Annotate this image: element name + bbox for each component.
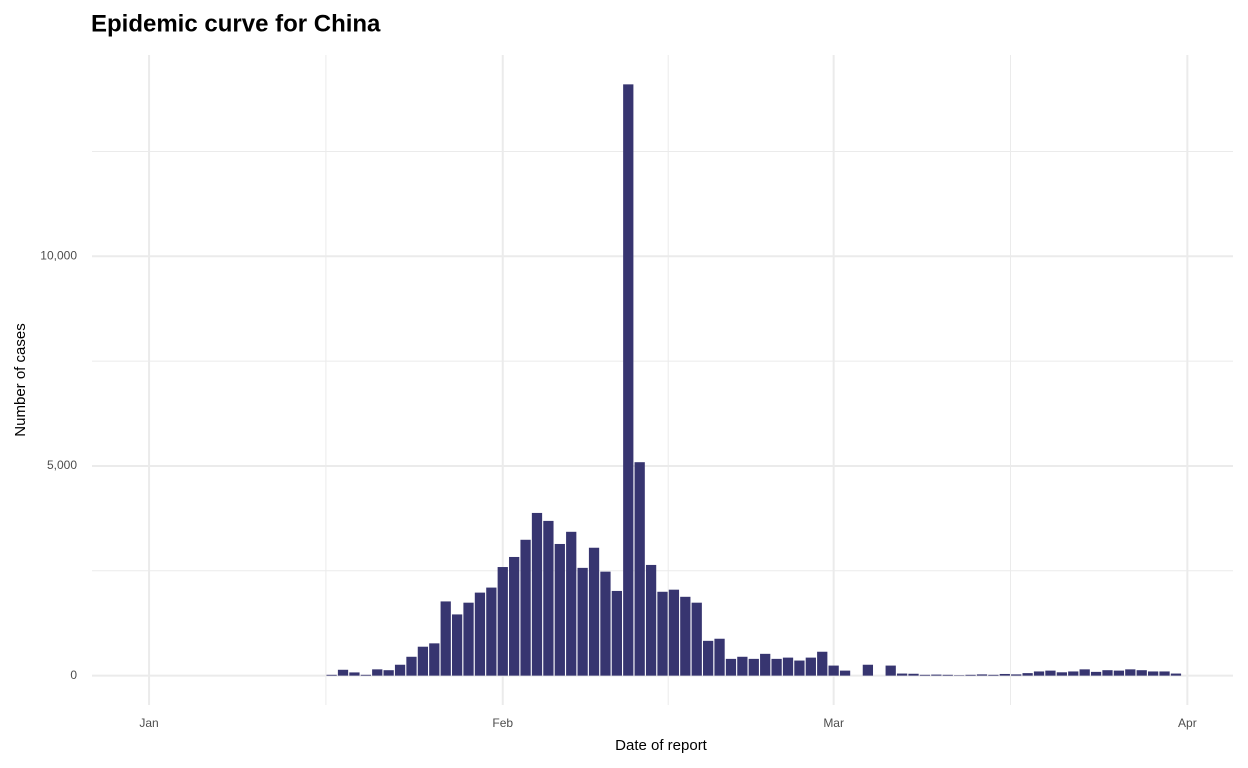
bar xyxy=(1011,674,1022,676)
bar xyxy=(668,589,680,676)
bar xyxy=(999,673,1010,676)
bar xyxy=(1090,671,1102,676)
bar xyxy=(691,602,702,676)
bar xyxy=(440,601,451,676)
y-tick-label: 10,000 xyxy=(40,248,77,262)
bar xyxy=(839,670,851,676)
bar xyxy=(760,653,771,676)
bar xyxy=(474,592,486,676)
y-tick-label: 5,000 xyxy=(47,458,77,472)
bar xyxy=(680,596,691,676)
bar xyxy=(1079,669,1090,676)
bar xyxy=(1056,672,1067,676)
bar xyxy=(463,602,474,676)
bar xyxy=(931,674,942,676)
bar xyxy=(394,664,406,676)
bar xyxy=(1170,673,1182,676)
bar xyxy=(349,672,360,676)
bar xyxy=(771,658,782,676)
x-tick-label: Apr xyxy=(1178,716,1197,730)
bar xyxy=(337,669,349,676)
bar xyxy=(714,638,725,676)
bar xyxy=(543,520,554,676)
x-tick-label: Jan xyxy=(139,716,158,730)
y-tick-label: 0 xyxy=(70,668,77,682)
bar xyxy=(383,670,394,676)
bar xyxy=(782,657,794,676)
bar xyxy=(942,674,953,676)
x-tick-label: Mar xyxy=(823,716,844,730)
bar xyxy=(577,567,588,676)
bar xyxy=(1113,670,1125,676)
bar xyxy=(828,665,839,676)
bar xyxy=(417,646,429,676)
grid xyxy=(92,55,1233,705)
bar xyxy=(965,674,976,676)
bar xyxy=(1136,670,1147,676)
bar xyxy=(451,614,463,676)
bar xyxy=(748,658,759,676)
bar xyxy=(805,657,816,676)
bar xyxy=(737,656,748,676)
bar xyxy=(908,673,919,676)
bar xyxy=(1033,671,1045,676)
bar xyxy=(885,665,896,676)
bar xyxy=(703,640,714,676)
bar xyxy=(406,656,417,676)
bar xyxy=(645,564,657,676)
bar xyxy=(657,591,668,676)
bar xyxy=(1045,670,1056,676)
bars xyxy=(326,84,1182,676)
bar xyxy=(988,674,999,676)
bar xyxy=(531,512,543,676)
bar xyxy=(1125,669,1136,676)
bar xyxy=(919,674,931,676)
bar xyxy=(976,674,988,676)
bar xyxy=(817,651,828,676)
bar xyxy=(429,643,440,676)
bar xyxy=(896,673,908,676)
bar xyxy=(862,664,874,676)
bar xyxy=(1022,673,1033,676)
bar xyxy=(326,674,337,676)
bar xyxy=(520,539,531,676)
chart-title: Epidemic curve for China xyxy=(91,10,381,37)
bar xyxy=(1102,670,1113,676)
bar xyxy=(794,660,805,676)
bar xyxy=(725,658,737,676)
bar xyxy=(509,556,520,676)
y-axis-title: Number of cases xyxy=(12,323,29,436)
bar xyxy=(1159,671,1170,676)
x-axis-title: Date of report xyxy=(615,737,708,754)
bar xyxy=(623,84,634,676)
x-tick-label: Feb xyxy=(492,716,513,730)
bar xyxy=(1147,671,1159,676)
bar xyxy=(486,587,497,676)
bar xyxy=(611,590,622,676)
bar xyxy=(497,567,508,676)
bar xyxy=(1068,671,1079,676)
bar xyxy=(372,669,383,676)
bar xyxy=(600,571,611,676)
bar xyxy=(554,543,565,676)
bar xyxy=(566,531,577,676)
bar xyxy=(360,674,371,676)
bar xyxy=(634,462,645,676)
bar xyxy=(588,547,600,676)
